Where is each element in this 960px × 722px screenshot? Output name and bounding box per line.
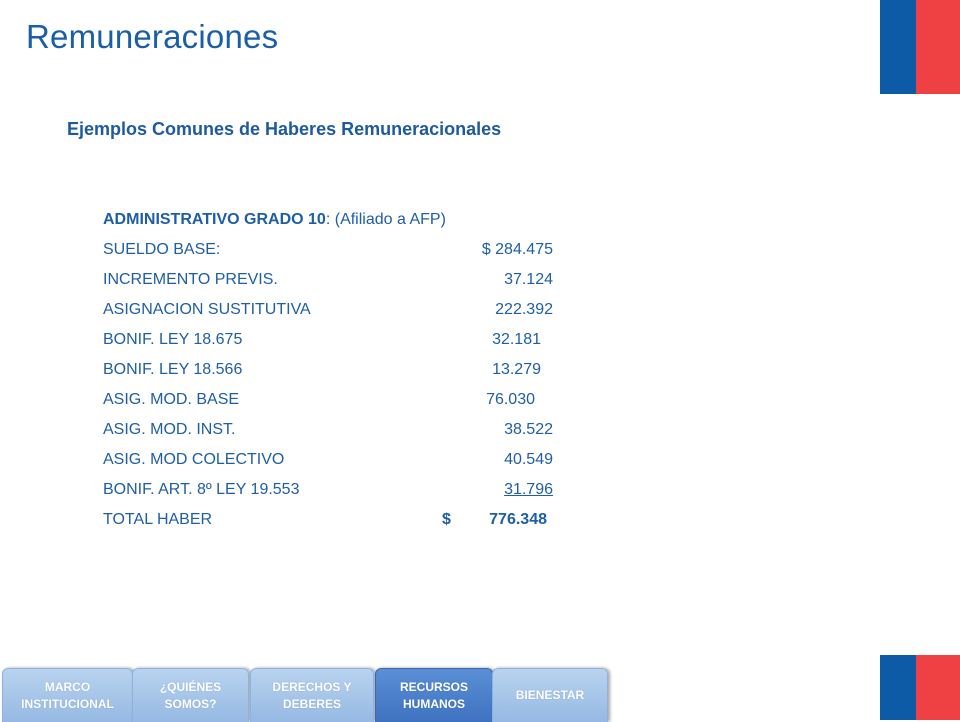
salary-row-label: BONIF. LEY 18.566: [103, 361, 243, 378]
position-header: ADMINISTRATIVO GRADO 10: (Afiliado a AFP…: [103, 205, 573, 235]
salary-row-label: ASIG. MOD COLECTIVO: [103, 451, 285, 468]
nav-quienes-somos[interactable]: ¿QUIÉNES SOMOS?: [132, 668, 249, 722]
total-currency: $: [442, 511, 451, 528]
nav-label: RECURSOS HUMANOS: [399, 679, 468, 711]
salary-row: ASIG. MOD. BASE 76.030: [103, 385, 573, 415]
nav-label: DERECHOS Y DEBERES: [272, 679, 352, 711]
total-row: TOTAL HABER $ 776.348: [103, 505, 573, 535]
total-label: TOTAL HABER: [103, 511, 213, 528]
salary-row: SUELDO BASE: $ 284.475: [103, 235, 573, 265]
page-title: Remuneraciones: [26, 18, 279, 55]
nav-bienestar[interactable]: BIENESTAR: [492, 668, 608, 722]
section-subtitle: Ejemplos Comunes de Haberes Remuneracion…: [67, 119, 502, 139]
salary-row: ASIG. MOD COLECTIVO 40.549: [103, 445, 573, 475]
total-value: 776.348: [489, 511, 547, 528]
salary-row-label: BONIF. ART. 8º LEY 19.553: [103, 481, 300, 498]
nav-label: BIENESTAR: [515, 688, 585, 702]
salary-row-value: 40.549: [504, 451, 553, 468]
salary-row-label: ASIG. MOD. INST.: [103, 421, 236, 438]
salary-row-value: 38.522: [504, 421, 553, 438]
nav-label: MARCO INSTITUCIONAL: [21, 679, 114, 711]
salary-row-label: ASIGNACION SUSTITUTIVA: [103, 301, 311, 318]
nav-marco-institucional[interactable]: MARCO INSTITUCIONAL: [2, 668, 133, 722]
salary-breakdown: ADMINISTRATIVO GRADO 10: (Afiliado a AFP…: [103, 205, 573, 535]
salary-row-value: 31.796: [504, 481, 553, 498]
salary-row: ASIGNACION SUSTITUTIVA 222.392: [103, 295, 573, 325]
salary-row-value: $ 284.475: [481, 241, 553, 258]
flag-stripe-top: [880, 0, 960, 94]
flag-blue-band: [880, 0, 916, 94]
salary-row: BONIF. LEY 18.675 32.181: [103, 325, 573, 355]
salary-row-value: 76.030: [486, 391, 535, 408]
nav-recursos-humanos[interactable]: RECURSOS HUMANOS: [375, 668, 493, 722]
salary-row: BONIF. ART. 8º LEY 19.553 31.796: [103, 475, 573, 505]
salary-row-label: ASIG. MOD. BASE: [103, 391, 240, 408]
salary-row-value: 222.392: [495, 301, 553, 318]
salary-row-value: 32.181: [492, 331, 541, 348]
salary-row-value: 37.124: [504, 271, 553, 288]
flag-red-band: [916, 655, 960, 720]
nav-label: ¿QUIÉNES SOMOS?: [159, 679, 222, 711]
salary-row: BONIF. LEY 18.566 13.279: [103, 355, 573, 385]
flag-red-band: [916, 0, 960, 94]
position-label: ADMINISTRATIVO GRADO 10: [103, 211, 326, 228]
nav-derechos-deberes[interactable]: DERECHOS Y DEBERES: [250, 668, 374, 722]
position-note: (Afiliado a AFP): [334, 211, 446, 228]
flag-stripe-bottom: [880, 655, 960, 720]
salary-row-label: SUELDO BASE:: [103, 241, 221, 258]
salary-row-label: INCREMENTO PREVIS.: [103, 271, 278, 288]
bottom-nav: MARCO INSTITUCIONAL ¿QUIÉNES SOMOS? DERE…: [2, 668, 612, 722]
salary-row: INCREMENTO PREVIS. 37.124: [103, 265, 573, 295]
salary-row-label: BONIF. LEY 18.675: [103, 331, 243, 348]
flag-blue-band: [880, 655, 916, 720]
salary-row: ASIG. MOD. INST. 38.522: [103, 415, 573, 445]
salary-row-value: 13.279: [492, 361, 541, 378]
position-separator: :: [325, 211, 331, 228]
